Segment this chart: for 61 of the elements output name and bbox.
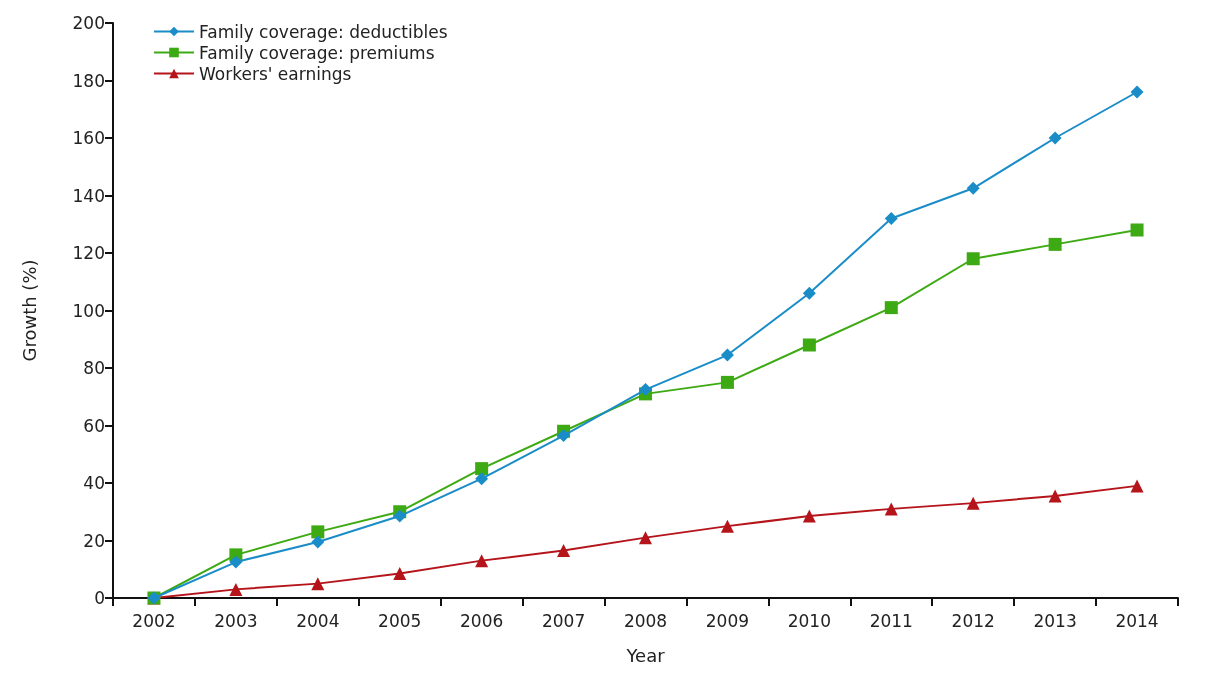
y-tick-label: 140 [72,185,105,206]
point [393,509,407,523]
y-tick-label: 100 [72,300,105,321]
x-tick-label: 2002 [132,610,176,631]
point [311,525,325,539]
point [475,554,489,568]
x-tick-label: 2005 [378,610,422,631]
y-tick-label: 160 [72,128,105,148]
point [1130,85,1144,99]
x-tick-label: 2007 [541,610,586,631]
y-tick-label: 60 [83,415,105,436]
point [802,509,816,523]
point [557,544,571,558]
point [557,429,571,443]
point [966,181,980,195]
point [720,375,734,389]
x-tick-label: 2010 [787,610,831,631]
x-tick-label: 2003 [214,610,258,631]
point [1048,489,1062,503]
x-tick-label: 2009 [705,610,750,631]
x-tick-label: 2006 [460,610,504,631]
point [802,286,816,300]
point [639,531,652,545]
y-tick-label: 40 [83,473,105,493]
y-tick-label: 0 [94,588,105,608]
point [1048,237,1062,251]
point [884,502,898,516]
point [884,301,898,315]
y-tick-label: 200 [72,13,105,33]
legend-label: Family coverage: premiums [199,42,435,63]
point [229,582,243,596]
point [639,383,652,397]
point [966,496,980,510]
point [802,338,816,352]
point [1130,479,1144,493]
point [311,577,325,591]
y-tick-label: 120 [72,243,105,263]
point [966,252,980,266]
x-tick-label: 2008 [623,610,668,631]
y-axis-title: Growth (%) [18,259,40,362]
x-tick-label: 2013 [1033,610,1077,631]
y-tick-label: 180 [72,70,105,91]
x-tick-label: 2011 [869,610,913,631]
point [1048,131,1062,145]
x-axis-title: Year [625,644,666,666]
point [311,535,325,549]
y-tick-label: 20 [83,530,105,551]
x-tick-label: 2004 [296,610,340,631]
legend-label: Workers' earnings [199,63,352,84]
x-tick-label: 2014 [1115,610,1159,631]
point [1130,223,1144,237]
point [393,567,407,581]
x-tick-label: 2012 [951,610,995,631]
point [720,348,734,362]
point [475,462,489,476]
point [884,212,898,225]
point [229,555,243,569]
point [720,519,734,533]
legend-label: Family coverage: deductibles [199,21,448,42]
y-tick-label: 80 [83,358,105,378]
point [475,472,489,486]
